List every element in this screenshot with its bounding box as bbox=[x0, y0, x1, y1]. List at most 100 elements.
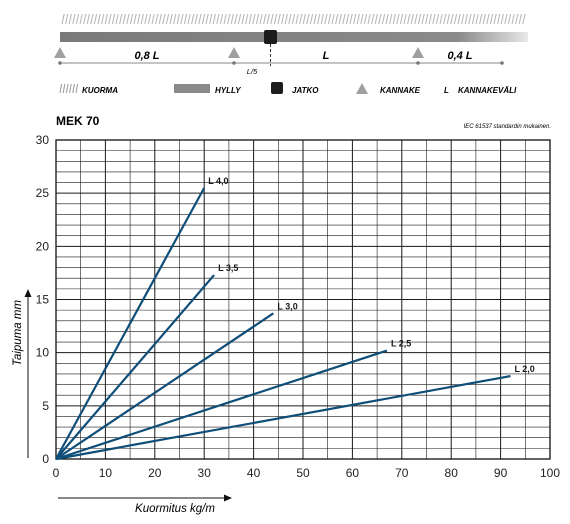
hatch-mark bbox=[83, 13, 87, 25]
x-tick-label: 70 bbox=[395, 466, 409, 480]
hatch-mark bbox=[129, 13, 134, 25]
square-icon bbox=[271, 82, 283, 94]
hatch-mark bbox=[101, 13, 105, 25]
hatch-mark bbox=[432, 13, 436, 25]
hatch-mark bbox=[356, 13, 360, 25]
hatch-mark bbox=[489, 13, 494, 25]
hatch-mark bbox=[385, 13, 389, 25]
x-tick-label: 80 bbox=[445, 466, 459, 480]
dim-dot-3 bbox=[416, 61, 420, 65]
y-tick-label: 30 bbox=[36, 133, 50, 147]
hatch-mark bbox=[126, 13, 130, 25]
hatch-mark bbox=[428, 13, 432, 25]
legend-label-span: KANNAKEVÄLI bbox=[458, 86, 517, 95]
hatch-mark bbox=[475, 13, 479, 25]
legend-load: KUORMA bbox=[59, 83, 118, 95]
legend-span: L KANNAKEVÄLI bbox=[444, 86, 517, 95]
hatch-mark bbox=[403, 13, 407, 25]
hatch-mark bbox=[414, 13, 418, 25]
chart-title: MEK 70 bbox=[56, 114, 100, 128]
hatch-mark bbox=[191, 13, 195, 25]
hatch-mark bbox=[389, 13, 393, 25]
hatch-mark bbox=[291, 13, 296, 25]
dim-dot-1 bbox=[58, 61, 62, 65]
legend-joint: JATKO bbox=[271, 82, 319, 95]
x-tick-label: 30 bbox=[198, 466, 212, 480]
hatch-mark bbox=[75, 13, 80, 25]
y-axis-label: Taipuma mm bbox=[12, 300, 24, 366]
y-tick-label: 20 bbox=[36, 239, 50, 253]
series-line bbox=[55, 349, 388, 461]
legend-bracket: KANNAKE bbox=[356, 83, 421, 95]
y-tick-label: 15 bbox=[36, 293, 50, 307]
hatch-mark bbox=[86, 13, 90, 25]
x-tick-labels: 0 10 20 30 40 50 60 70 80 90 100 bbox=[53, 466, 561, 480]
hatch-mark bbox=[255, 13, 260, 25]
hatch-mark bbox=[486, 13, 490, 25]
hatch-mark bbox=[407, 13, 411, 25]
bracket-triangle-1 bbox=[54, 47, 66, 58]
span-diagram: 0,8 L L 0,4 L L/5 bbox=[54, 13, 528, 76]
x-axis-label: Kuormitus kg/m bbox=[135, 503, 215, 515]
hatch-mark bbox=[104, 13, 108, 25]
hatch-mark bbox=[374, 13, 378, 25]
hatch-mark bbox=[165, 13, 170, 25]
hatch-mark bbox=[61, 13, 65, 25]
legend: KUORMA HYLLY JATKO KANNAKE L KANNAKEVÄLI bbox=[59, 82, 517, 95]
hatch-mark bbox=[69, 83, 72, 94]
hatch-mark bbox=[450, 13, 454, 25]
span-label-3: 0,4 L bbox=[447, 50, 472, 62]
hatch-mark bbox=[331, 13, 335, 25]
hatch-mark bbox=[68, 13, 72, 25]
hatch-mark bbox=[281, 13, 285, 25]
x-tick-label: 40 bbox=[247, 466, 261, 480]
hatch-mark bbox=[216, 13, 220, 25]
hatch-icon bbox=[59, 83, 79, 94]
hatch-mark bbox=[162, 13, 166, 25]
hatch-mark bbox=[302, 13, 306, 25]
hatch-mark bbox=[173, 13, 177, 25]
hatch-mark bbox=[180, 13, 184, 25]
hatch-mark bbox=[72, 83, 75, 94]
hatch-mark bbox=[360, 13, 364, 25]
joint-label: L/5 bbox=[247, 67, 258, 76]
hatch-mark bbox=[288, 13, 292, 25]
series-line bbox=[55, 274, 215, 460]
hatch-mark bbox=[320, 13, 324, 25]
hatch-mark bbox=[187, 13, 191, 25]
hatch-mark bbox=[313, 13, 317, 25]
hatch-mark bbox=[500, 13, 504, 25]
hatch-mark bbox=[273, 13, 278, 25]
x-axis-arrowhead bbox=[224, 494, 232, 502]
hatch-mark bbox=[522, 13, 526, 25]
x-tick-label: 0 bbox=[53, 466, 60, 480]
hatch-mark bbox=[230, 13, 234, 25]
hatch-mark bbox=[392, 13, 396, 25]
hatch-mark bbox=[119, 13, 123, 25]
hatch-mark bbox=[317, 13, 321, 25]
series-label: L 2,5 bbox=[391, 339, 411, 349]
hatch-mark bbox=[515, 13, 519, 25]
hatch-mark bbox=[65, 83, 69, 94]
y-axis-arrowhead bbox=[24, 289, 32, 297]
hatch-mark bbox=[399, 13, 404, 25]
legend-label-shelf: HYLLY bbox=[215, 86, 241, 95]
hatch-mark bbox=[277, 13, 281, 25]
hatch-mark bbox=[493, 13, 497, 25]
chart-grid bbox=[55, 139, 551, 460]
hatch-mark bbox=[194, 13, 198, 25]
hatch-mark bbox=[435, 13, 440, 25]
hatch-mark bbox=[93, 13, 98, 25]
hatch-mark bbox=[259, 13, 263, 25]
y-tick-labels: 0 5 10 15 20 25 30 bbox=[36, 133, 50, 466]
hatch-mark bbox=[439, 13, 443, 25]
series-line bbox=[55, 374, 511, 461]
hatch-mark bbox=[205, 13, 209, 25]
x-tick-label: 90 bbox=[494, 466, 508, 480]
y-tick-label: 0 bbox=[42, 452, 49, 466]
plot-frame bbox=[55, 139, 551, 460]
series-line bbox=[55, 312, 274, 460]
hatch-mark bbox=[371, 13, 375, 25]
hatch-mark bbox=[209, 13, 213, 25]
hatch-mark bbox=[468, 13, 472, 25]
